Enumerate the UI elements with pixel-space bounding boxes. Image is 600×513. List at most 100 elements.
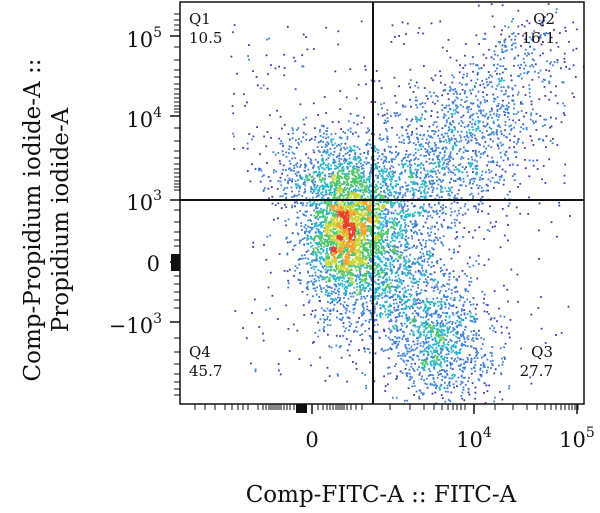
data-point — [421, 375, 423, 378]
data-point — [407, 387, 410, 390]
data-point — [470, 358, 473, 361]
data-point — [351, 201, 354, 203]
data-point — [344, 256, 347, 258]
data-point — [354, 201, 357, 204]
data-point — [403, 267, 406, 270]
data-point — [360, 312, 363, 315]
data-point — [439, 352, 442, 354]
data-point — [339, 313, 342, 315]
data-point — [346, 211, 348, 214]
data-point — [470, 359, 473, 362]
data-point — [410, 134, 413, 137]
data-point — [346, 261, 349, 264]
data-point — [400, 210, 403, 213]
data-point — [425, 314, 428, 317]
data-point — [401, 252, 404, 254]
data-point — [307, 230, 310, 233]
data-point — [411, 223, 414, 225]
data-point — [360, 227, 363, 230]
data-point — [362, 184, 365, 187]
data-point — [378, 239, 380, 242]
data-point — [418, 263, 421, 266]
data-point — [482, 363, 485, 366]
data-point — [395, 288, 397, 291]
data-point — [363, 213, 366, 216]
data-point — [425, 269, 428, 272]
data-point — [361, 275, 364, 278]
data-point — [446, 387, 449, 390]
data-point — [364, 218, 367, 221]
data-point — [317, 321, 320, 324]
data-point — [355, 190, 357, 193]
data-point — [409, 377, 412, 380]
data-point — [479, 369, 482, 371]
data-point — [320, 231, 323, 234]
data-point — [313, 222, 316, 225]
data-point — [314, 289, 317, 292]
data-point — [501, 4, 504, 7]
data-point — [377, 248, 380, 251]
data-point — [321, 242, 323, 244]
data-point — [335, 259, 338, 262]
data-point — [333, 299, 335, 302]
data-point — [440, 285, 443, 288]
data-point — [464, 341, 466, 343]
data-point — [433, 368, 436, 370]
data-point — [350, 279, 353, 282]
data-point — [460, 374, 463, 377]
data-point — [398, 267, 401, 270]
data-point — [390, 256, 393, 258]
data-point — [419, 278, 421, 281]
data-point — [369, 249, 372, 251]
data-point — [356, 259, 359, 261]
data-point — [330, 292, 333, 295]
data-point — [350, 295, 352, 298]
data-point — [376, 301, 379, 304]
data-point — [346, 272, 349, 275]
data-point — [384, 195, 387, 197]
data-point — [345, 309, 348, 312]
data-point — [369, 244, 372, 246]
data-point — [389, 303, 391, 306]
data-point — [442, 369, 444, 371]
data-point — [356, 330, 359, 333]
data-point — [488, 230, 491, 233]
data-point — [363, 312, 366, 315]
data-point — [425, 347, 428, 349]
data-point — [353, 227, 356, 230]
data-point — [387, 309, 390, 312]
data-point — [394, 335, 397, 338]
data-point — [336, 225, 339, 228]
data-point — [486, 390, 489, 393]
data-point — [364, 278, 366, 281]
data-point — [418, 325, 421, 328]
data-point — [362, 233, 365, 235]
data-point — [407, 225, 410, 227]
data-point — [363, 263, 366, 266]
data-point — [423, 209, 425, 212]
data-point — [401, 196, 404, 199]
data-point — [266, 235, 269, 238]
data-point — [427, 351, 430, 353]
data-point — [406, 317, 409, 319]
data-point — [457, 324, 460, 327]
data-point — [429, 324, 432, 326]
data-point — [337, 277, 340, 280]
data-point — [448, 248, 451, 251]
data-point — [337, 223, 339, 226]
data-point — [362, 258, 365, 260]
data-point — [352, 168, 355, 171]
data-point — [352, 281, 355, 284]
data-point — [398, 85, 400, 88]
data-point — [340, 209, 343, 212]
data-point — [368, 321, 371, 323]
data-point — [365, 185, 368, 188]
data-point — [362, 215, 364, 218]
data-point — [456, 352, 459, 354]
data-point — [327, 223, 330, 225]
data-point — [408, 175, 410, 178]
data-point — [425, 360, 428, 363]
data-point — [463, 343, 466, 346]
data-point — [339, 282, 342, 285]
data-point — [350, 274, 352, 277]
